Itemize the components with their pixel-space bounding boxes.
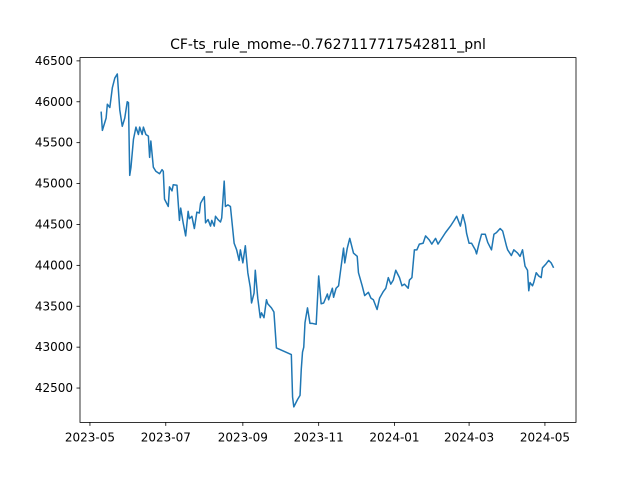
x-tick-label: 2024-03	[444, 430, 494, 444]
x-tick-label: 2024-01	[369, 430, 419, 444]
y-tick-label: 45500	[35, 136, 73, 150]
y-tick-label: 46500	[35, 54, 73, 68]
x-tick-label: 2024-05	[520, 430, 570, 444]
x-tick-label: 2023-11	[294, 430, 344, 444]
line	[100, 73, 555, 408]
y-tick-label: 43000	[35, 340, 73, 354]
y-tick-label: 44000	[35, 258, 73, 272]
y-tick-label: 43500	[35, 299, 73, 313]
y-tick-label: 44500	[35, 217, 73, 231]
x-tick-label: 2023-05	[65, 430, 115, 444]
y-tick-label: 46000	[35, 95, 73, 109]
y-tick-label: 45000	[35, 177, 73, 191]
x-tick-label: 2023-07	[141, 430, 191, 444]
y-tick-label: 42500	[35, 381, 73, 395]
plot-frame	[79, 57, 577, 423]
chart-title: CF-ts_rule_mome--0.7627117717542811_pnl	[170, 37, 486, 53]
x-tick-label: 2023-09	[218, 430, 268, 444]
